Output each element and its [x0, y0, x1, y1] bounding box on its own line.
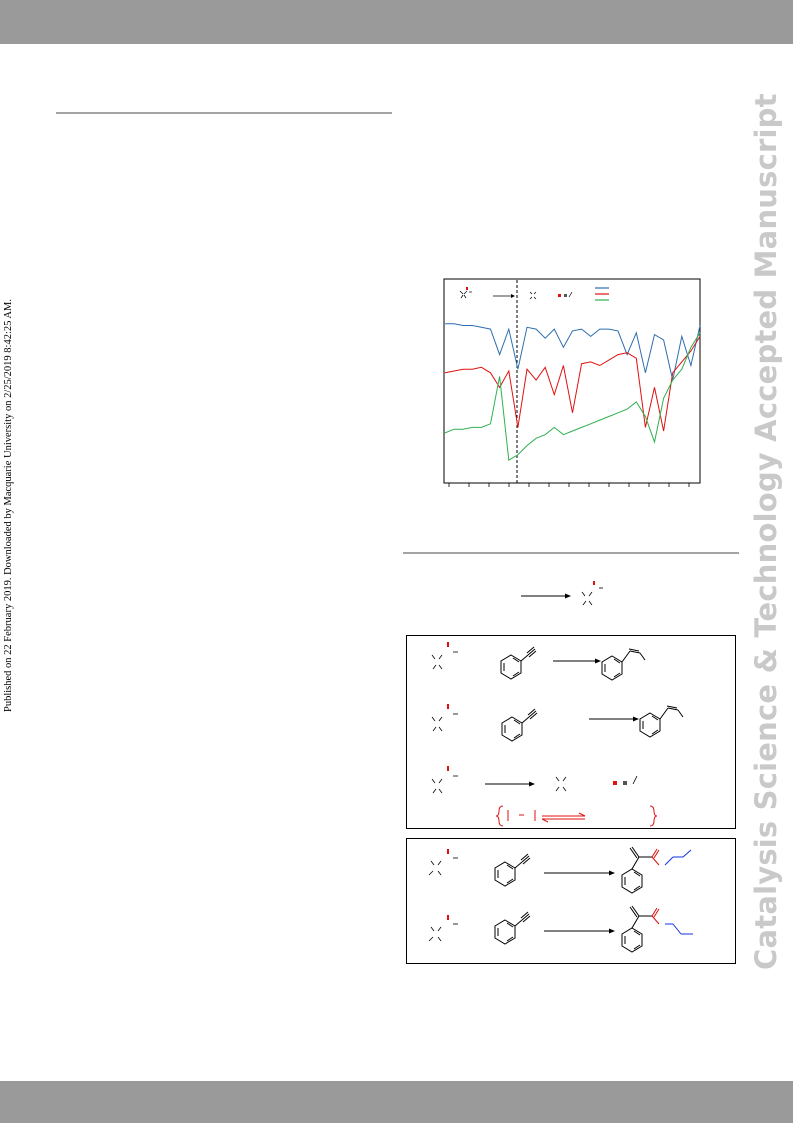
scheme-header-reaction [515, 578, 625, 612]
catalyst-structure-icon [428, 849, 458, 876]
acrylate-ester-structure-icon [621, 846, 692, 894]
equilibrium-bracket [495, 805, 658, 827]
section-rule-right [403, 552, 739, 554]
catalyst-structure-icon [459, 287, 472, 299]
catalyst-structure-icon [431, 704, 458, 732]
spectrum-series-3 [444, 332, 701, 462]
catalyst-structure-icon [431, 642, 458, 670]
acrylate-ester-structure-icon [621, 905, 693, 953]
ir-spectra-figure [443, 278, 703, 490]
chart-legend [595, 287, 609, 301]
reaction-arrow-head [565, 593, 571, 599]
reaction-arrow-head [529, 781, 535, 787]
scheme-box-esterification [406, 838, 736, 964]
series-layer [444, 323, 701, 462]
header-bar [0, 0, 793, 44]
reaction-arrow-head [633, 716, 639, 722]
reaction-arrow-head [595, 658, 601, 664]
scheme-box-hydrogenation [406, 635, 736, 829]
spectrum-series-2 [444, 336, 701, 432]
ir-spectra-chart [443, 278, 701, 487]
chart-frame [443, 278, 701, 484]
phenylacetylene-structure-icon [494, 911, 531, 945]
reaction-arrow-head [511, 294, 515, 298]
styrene-structure-icon [601, 648, 646, 681]
catalyst-structure-icon [581, 581, 603, 606]
catalyst-structure-icon [431, 766, 458, 794]
styrene-structure-icon [639, 705, 684, 738]
x-axis-ticks [448, 483, 690, 487]
phenylacetylene-structure-icon [500, 646, 537, 680]
spectrum-series-1 [445, 323, 701, 381]
reaction-arrow-head [609, 870, 615, 876]
reaction-arrow-head [609, 928, 615, 934]
footer-bar [0, 1081, 793, 1123]
catalyst-structure-icon [428, 915, 458, 942]
publication-note: Published on 22 February 2019. Downloade… [3, 299, 14, 712]
product-structure-icon [555, 775, 638, 792]
section-rule-left [56, 112, 392, 114]
accepted-manuscript-watermark: Catalysis Science & Technology Accepted … [749, 93, 783, 970]
phenylacetylene-structure-icon [501, 708, 538, 742]
product-structure-icon [529, 291, 573, 300]
phenylacetylene-structure-icon [494, 853, 531, 887]
